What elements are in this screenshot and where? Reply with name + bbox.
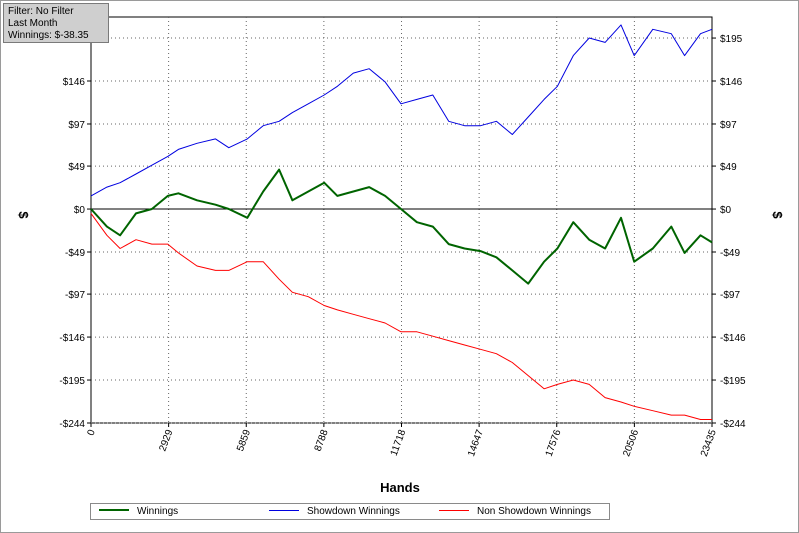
- x-axis-ticks: 0 2929 5859 8788 11718 14647 17576 20506 23435: [86, 423, 719, 458]
- y-axis-right-title: $: [770, 211, 785, 219]
- y-tick-label-right: $0: [720, 205, 732, 216]
- period-label: Last Month: [8, 18, 58, 29]
- plot-area: [90, 16, 713, 424]
- y-axis-right-ticks: $195 $146 $97 $49 $0 -$49 -$97 -$146 -$195 -$244: [712, 34, 746, 430]
- legend-swatch-non-showdown: [439, 509, 469, 511]
- x-tick-label: 2929: [157, 428, 175, 453]
- legend-label-non-showdown: Non Showdown Winnings: [477, 506, 591, 517]
- y-tick-label-right: -$97: [720, 290, 740, 301]
- y-tick-label-right: $195: [720, 34, 743, 45]
- y-tick-label-right: $97: [720, 120, 737, 131]
- legend-item-winnings: Winnings: [99, 506, 178, 518]
- x-tick-label: 8788: [313, 428, 331, 453]
- y-tick-label-left: -$244: [59, 419, 85, 430]
- y-tick-label-left: -$49: [65, 248, 85, 259]
- legend-item-showdown: Showdown Winnings: [269, 506, 400, 518]
- y-tick-label-right: -$195: [720, 376, 746, 387]
- chart-legend: Winnings Showdown Winnings Non Showdown …: [90, 503, 610, 520]
- legend-label-showdown: Showdown Winnings: [307, 506, 400, 517]
- y-axis-left-title: $: [16, 211, 31, 219]
- y-tick-label-left: $0: [74, 205, 86, 216]
- x-tick-label: 11718: [389, 428, 409, 458]
- legend-swatch-winnings: [99, 509, 129, 512]
- legend-swatch-showdown: [269, 509, 299, 511]
- filter-label: Filter: No Filter: [8, 6, 74, 17]
- y-axis-left-ticks: $195$146$97$49$0-$49-$97-$146-$195-$244: [59, 34, 91, 430]
- winnings-line: [90, 168, 713, 285]
- x-tick-label: 20506: [621, 428, 641, 458]
- y-tick-label-left: -$195: [59, 376, 85, 387]
- x-axis-title: Hands: [380, 480, 420, 495]
- x-tick-label: 14647: [466, 428, 486, 458]
- y-tick-label-left: -$146: [59, 333, 85, 344]
- non-showdown-winnings-line: [90, 213, 712, 420]
- x-tick-label: 0: [86, 428, 98, 437]
- y-tick-label-right: -$244: [720, 419, 746, 430]
- y-tick-label-left: $146: [63, 77, 86, 88]
- y-tick-label-right: $49: [720, 162, 737, 173]
- y-tick-label-right: $146: [720, 77, 743, 88]
- legend-item-non-showdown: Non Showdown Winnings: [439, 506, 591, 518]
- series-layer: [90, 24, 713, 420]
- legend-label-winnings: Winnings: [137, 506, 179, 517]
- y-tick-label-right: -$146: [720, 333, 746, 344]
- y-tick-label-right: -$49: [720, 248, 740, 259]
- y-tick-label-left: $97: [68, 120, 85, 131]
- x-tick-label: 5859: [235, 428, 253, 453]
- winnings-total-label: Winnings: $-38.35: [8, 30, 89, 41]
- y-tick-label-left: -$97: [65, 290, 85, 301]
- filter-info-box: Filter: No Filter Last Month Winnings: $…: [3, 3, 109, 43]
- x-tick-label: 23435: [699, 428, 719, 458]
- y-tick-label-left: $49: [68, 162, 85, 173]
- showdown-winnings-line: [90, 24, 713, 197]
- x-tick-label: 17576: [544, 428, 564, 458]
